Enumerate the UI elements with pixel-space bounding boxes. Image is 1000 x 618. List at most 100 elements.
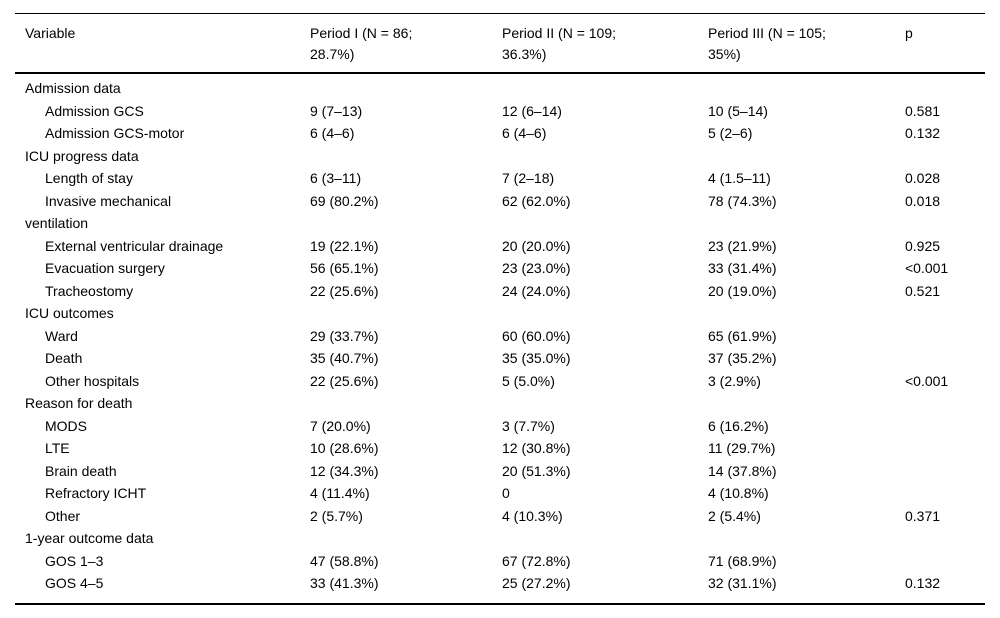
table-body: Admission data Admission GCS 9 (7–13) 12 (6… <box>15 74 985 603</box>
p-value-cell: 0.581 <box>905 102 941 119</box>
period1-cell: 35 (40.7%) <box>310 350 379 366</box>
period1-cell <box>310 302 502 325</box>
table-row: Brain death 12 (34.3%) 20 (51.3%) 14 (37.8%… <box>15 460 985 483</box>
period2-cell: 4 (10.3%) <box>502 507 563 524</box>
variable-cell: MODS <box>45 417 87 434</box>
period2-cell <box>502 77 708 100</box>
p-value-cell: 0.925 <box>905 237 941 254</box>
period3-cell: 65 (61.9%) <box>708 327 777 344</box>
p-value-cell <box>905 482 985 505</box>
period3-cell <box>708 145 905 168</box>
period2-column-header: Period II (N = 109; 36.3%) <box>502 25 617 62</box>
period2-cell <box>502 392 708 415</box>
p-value-cell: 0.132 <box>905 125 941 141</box>
variable-cell: Refractory ICHT <box>45 485 147 501</box>
period2-cell: 6 (4–6) <box>502 125 547 141</box>
period1-column-header: Period I (N = 86; 28.7%) <box>310 25 413 62</box>
period2-cell: 25 (27.2%) <box>502 575 571 591</box>
variable-cell: Reason for death <box>25 395 133 411</box>
table-header-row: Variable Period I (N = 86; 28.7%) Period… <box>15 14 985 72</box>
table-row: GOS 1–3 47 (58.8%) 67 (72.8%) 71 (68.9%) <box>15 550 985 573</box>
period2-cell: 35 (35.0%) <box>502 350 571 366</box>
period2-cell: 23 (23.0%) <box>502 260 571 276</box>
table-row: MODS 7 (20.0%) 3 (7.7%) 6 (16.2%) <box>15 415 985 438</box>
period1-cell: 29 (33.7%) <box>310 327 379 344</box>
period2-cell: 5 (5.0%) <box>502 372 555 389</box>
period1-cell <box>310 77 502 100</box>
p-value-cell <box>905 325 985 348</box>
period3-cell: 6 (16.2%) <box>708 417 769 434</box>
period3-cell: 78 (74.3%) <box>708 192 777 209</box>
p-value-cell: <0.001 <box>905 372 949 389</box>
p-value-cell <box>905 527 985 550</box>
p-value-cell <box>905 415 985 438</box>
p-value-cell <box>905 145 985 168</box>
variable-cell: GOS 4–5 <box>45 575 104 591</box>
period1-cell <box>310 527 502 550</box>
p-value-cell: 0.018 <box>905 192 941 209</box>
p-value-cell <box>905 347 985 370</box>
period2-cell: 67 (72.8%) <box>502 552 571 569</box>
period3-cell: 4 (1.5–11) <box>708 170 771 186</box>
variable-cell: Admission GCS <box>45 102 144 119</box>
period3-cell: 5 (2–6) <box>708 125 753 141</box>
period2-cell: 7 (2–18) <box>502 170 555 186</box>
p-value-cell <box>905 460 985 483</box>
table-row: LTE 10 (28.6%) 12 (30.8%) 11 (29.7%) <box>15 437 985 460</box>
period1-cell: 4 (11.4%) <box>310 485 370 501</box>
period3-cell: 23 (21.9%) <box>708 237 777 254</box>
section-header-row: Reason for death <box>15 392 985 415</box>
table-row: Length of stay 6 (3–11) 7 (2–18) 4 (1.5–11)… <box>15 167 985 190</box>
period1-cell: 69 (80.2%) <box>310 192 379 209</box>
variable-cell: Ward <box>45 327 78 344</box>
period1-cell: 19 (22.1%) <box>310 237 379 254</box>
variable-cell: Brain death <box>45 462 117 479</box>
period1-cell: 6 (3–11) <box>310 170 362 186</box>
period3-cell: 11 (29.7%) <box>708 440 776 456</box>
period2-cell: 0 <box>502 485 510 501</box>
variable-cell: GOS 1–3 <box>45 552 104 569</box>
table-row: Tracheostomy 22 (25.6%) 24 (24.0%) 20 (19.0… <box>15 280 985 303</box>
period1-cell <box>310 145 502 168</box>
period1-cell: 56 (65.1%) <box>310 260 379 276</box>
section-header-row: ICU outcomes <box>15 302 985 325</box>
p-value-cell <box>905 392 985 415</box>
p-value-cell: 0.521 <box>905 282 941 299</box>
period3-cell <box>708 392 905 415</box>
table-row: External ventricular drainage 19 (22.1%) 2… <box>15 235 985 258</box>
table-row: Refractory ICHT 4 (11.4%) 0 4 (10.8%) <box>15 482 985 505</box>
period2-cell <box>502 145 708 168</box>
table-row: Admission GCS-motor 6 (4–6) 6 (4–6) 5 (2–6)… <box>15 122 985 145</box>
variable-column-header: Variable <box>25 25 76 41</box>
variable-cell: Tracheostomy <box>45 282 134 299</box>
p-value-cell: <0.001 <box>905 260 949 276</box>
variable-cell: LTE <box>45 440 70 456</box>
period2-cell: 12 (30.8%) <box>502 440 571 456</box>
outcomes-table: Variable Period I (N = 86; 28.7%) Period… <box>15 13 985 605</box>
period3-cell: 2 (5.4%) <box>708 507 761 524</box>
table-row: Admission GCS 9 (7–13) 12 (6–14) 10 (5–14) 0… <box>15 100 985 123</box>
header-separator-rule <box>15 72 985 74</box>
variable-cell: Evacuation surgery <box>45 260 165 276</box>
period2-cell: 20 (51.3%) <box>502 462 571 479</box>
period1-cell: 10 (28.6%) <box>310 440 379 456</box>
period3-cell: 3 (2.9%) <box>708 372 761 389</box>
p-column-header: p <box>905 25 913 41</box>
period2-cell: 3 (7.7%) <box>502 417 555 434</box>
variable-cell: Admission data <box>25 80 121 96</box>
period3-cell: 14 (37.8%) <box>708 462 777 479</box>
p-value-cell <box>905 550 985 573</box>
period3-cell: 20 (19.0%) <box>708 282 777 299</box>
period1-cell: 2 (5.7%) <box>310 507 363 524</box>
variable-cell: ICU progress data <box>25 147 139 164</box>
period2-cell: 20 (20.0%) <box>502 237 571 254</box>
period1-cell <box>310 392 502 415</box>
p-value-cell: 0.371 <box>905 507 941 524</box>
p-value-cell: 0.132 <box>905 575 941 591</box>
variable-cell: External ventricular drainage <box>45 237 224 254</box>
period3-column-header: Period III (N = 105; 35%) <box>708 25 826 62</box>
period3-cell <box>708 77 905 100</box>
period1-cell: 7 (20.0%) <box>310 417 371 434</box>
variable-cell: Admission GCS-motor <box>45 125 185 141</box>
period3-cell <box>708 527 905 550</box>
